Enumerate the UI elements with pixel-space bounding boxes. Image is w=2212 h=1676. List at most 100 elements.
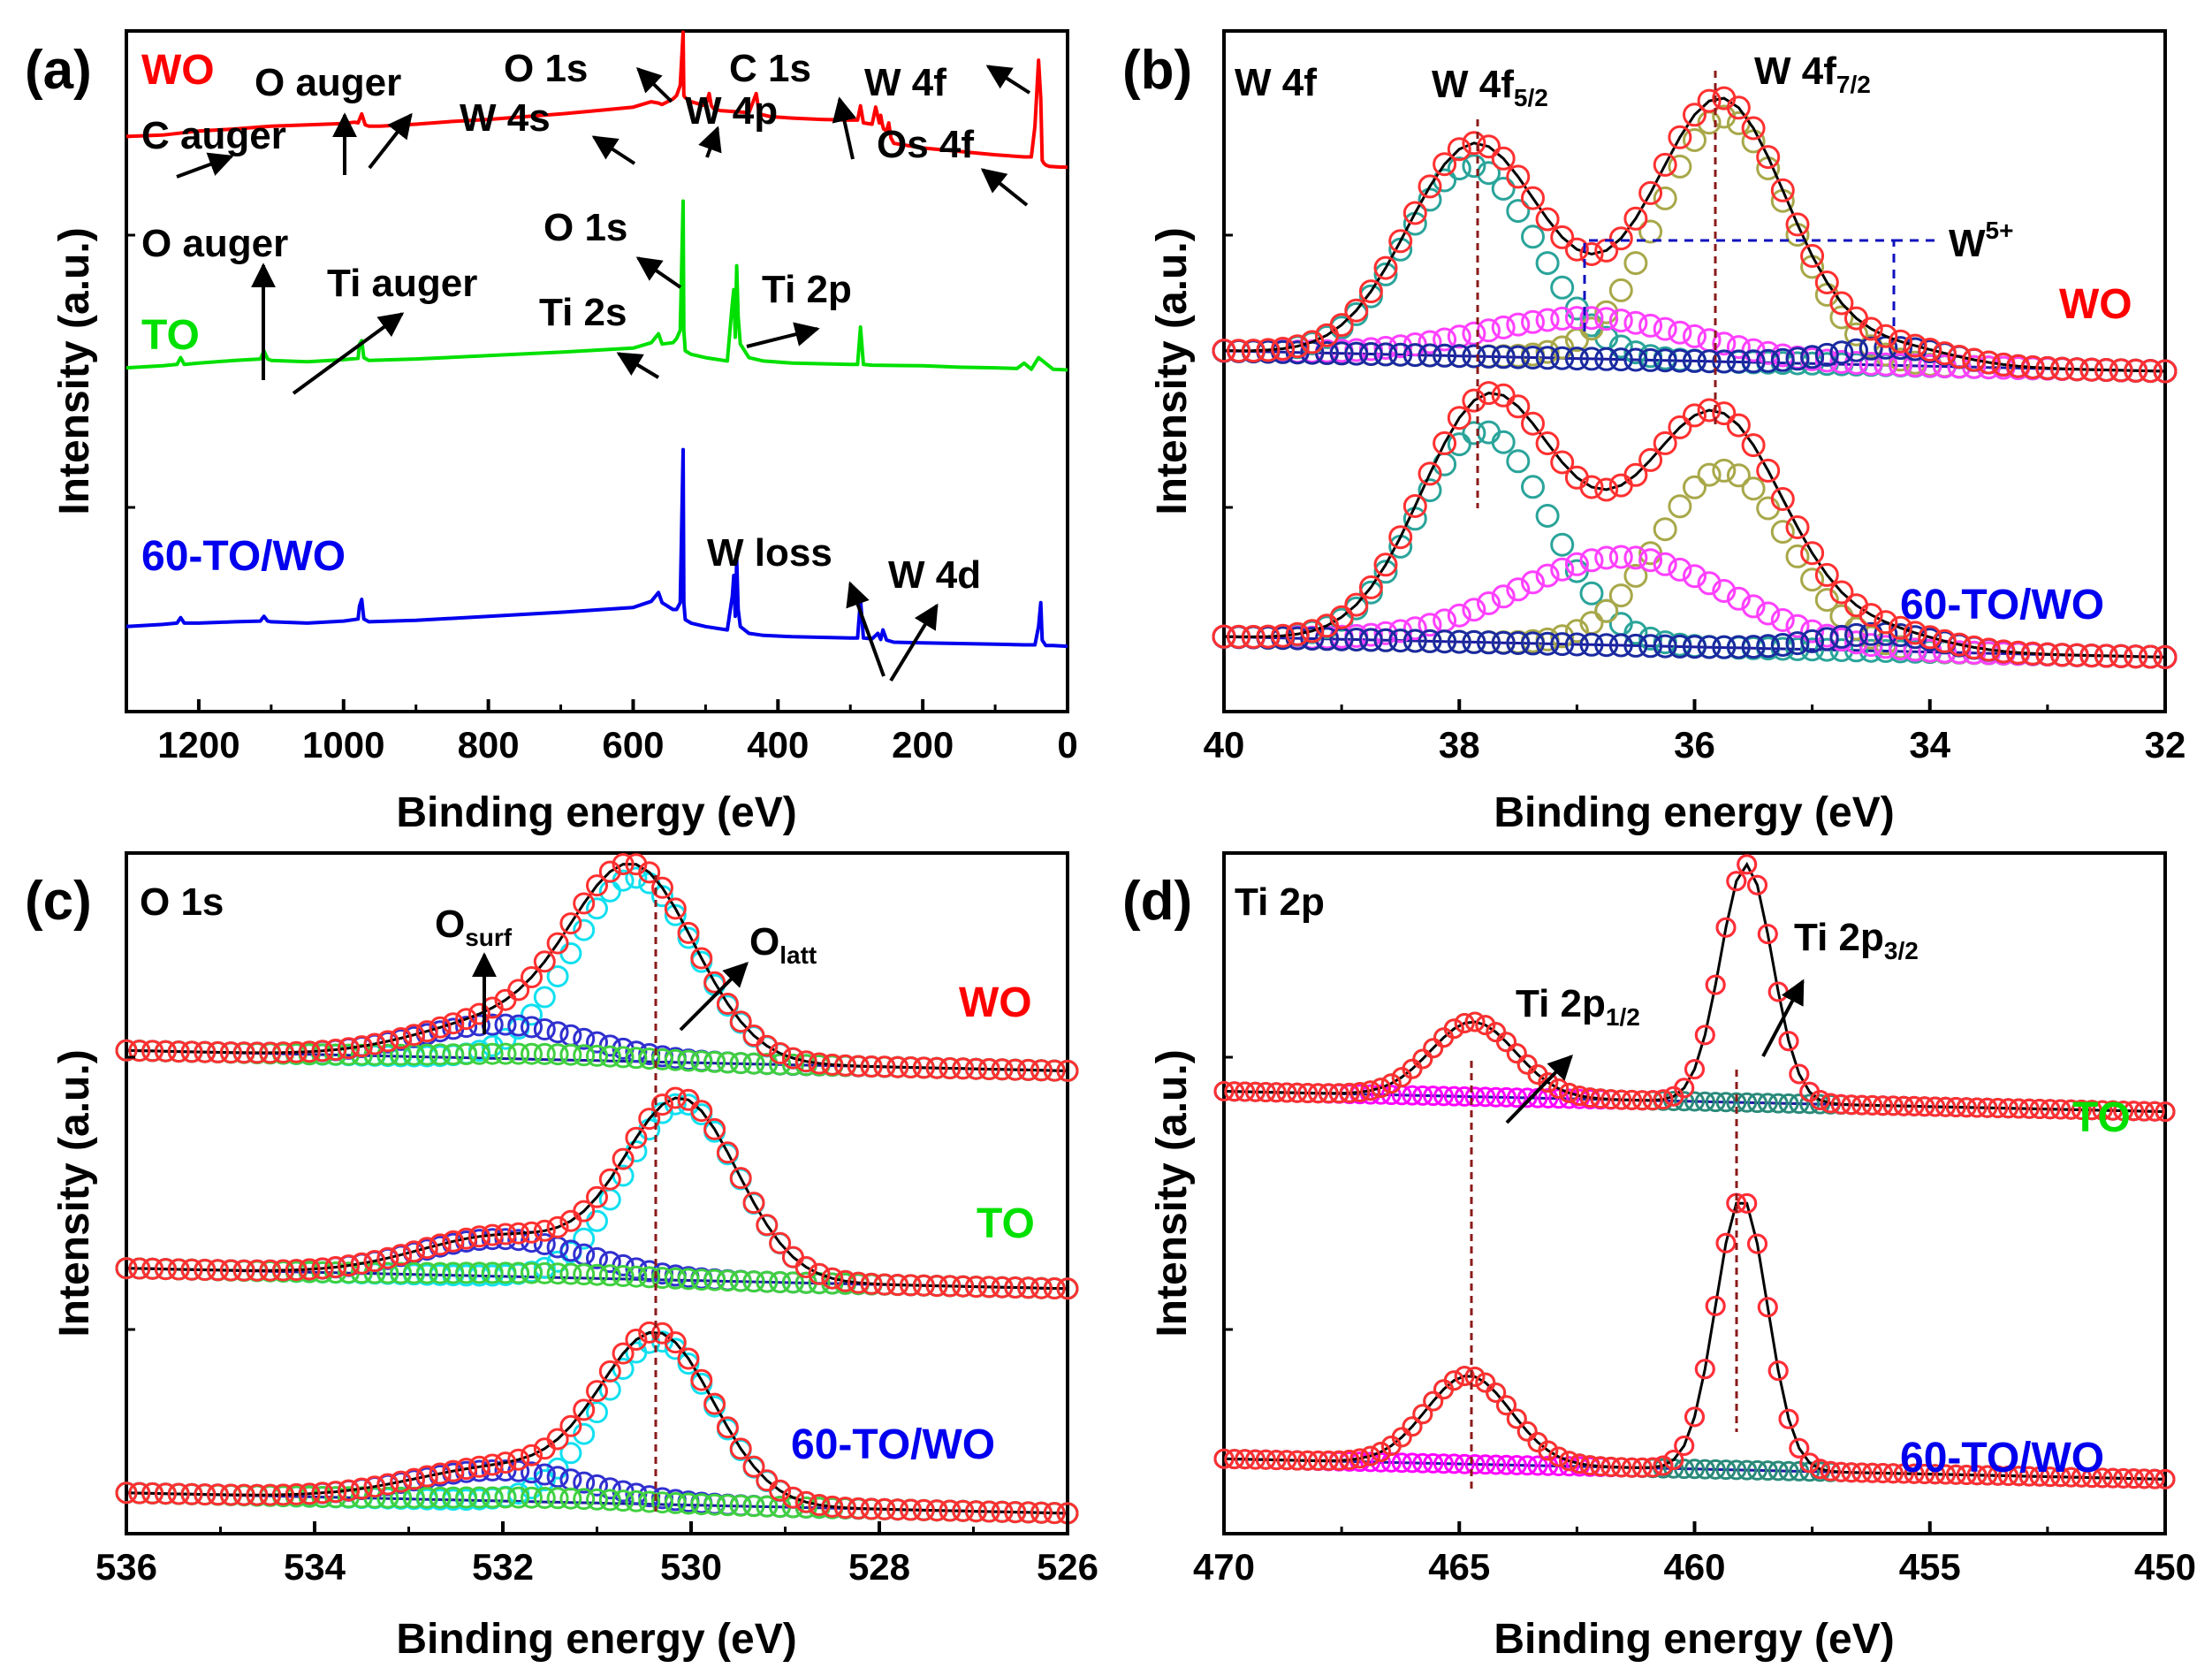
fit-point <box>507 1014 530 1037</box>
envelope-point <box>1859 603 1883 628</box>
fit-point <box>533 1463 556 1486</box>
fit-point <box>1373 342 1398 367</box>
fit-point <box>1388 342 1413 367</box>
envelope-point <box>886 1055 909 1078</box>
fit-point <box>586 1401 608 1424</box>
envelope-point <box>638 861 661 884</box>
envelope-point <box>1245 1081 1266 1102</box>
fit-point <box>1506 577 1531 602</box>
envelope-point <box>1043 1277 1066 1299</box>
envelope-point <box>1642 1090 1663 1111</box>
fit-point <box>1506 312 1531 337</box>
envelope-point <box>1756 145 1781 170</box>
envelope-point <box>546 932 569 955</box>
envelope-point <box>1757 1297 1778 1318</box>
envelope-point <box>324 1481 347 1504</box>
envelope-point <box>1683 103 1707 127</box>
sample-label-to: TO <box>141 312 200 359</box>
envelope-point <box>1800 541 1825 566</box>
fit-point <box>1623 347 1648 372</box>
envelope-point <box>390 1470 413 1493</box>
fit-point <box>376 1486 399 1509</box>
sample-label-60-to-wo: 60-TO/WO <box>791 1421 995 1468</box>
envelope-point <box>1918 625 1942 650</box>
arrow-ti-2s <box>616 352 660 379</box>
envelope-point <box>154 1258 177 1281</box>
arrow-os-4f <box>980 168 1029 207</box>
fit-point <box>1373 621 1398 645</box>
fit-point <box>638 1490 661 1513</box>
fit-point <box>1594 598 1619 623</box>
arrow-c-auger <box>176 152 234 179</box>
envelope-point <box>742 1455 765 1478</box>
fit-point <box>1712 458 1737 483</box>
envelope-point <box>1287 1450 1308 1471</box>
envelope-point <box>1653 1089 1674 1110</box>
fit-point <box>467 1014 490 1037</box>
envelope-point <box>1297 1450 1319 1471</box>
envelope-point <box>1726 95 1751 120</box>
fit-point <box>1579 347 1604 371</box>
envelope-point <box>1486 1383 1507 1403</box>
fit-point <box>612 1046 635 1069</box>
fit-point <box>1623 545 1648 570</box>
fit-point <box>756 1053 779 1076</box>
fit-point <box>1559 1088 1579 1109</box>
envelope-point <box>2109 644 2133 668</box>
fit-point <box>664 1048 687 1071</box>
fit-point <box>1889 623 1912 647</box>
envelope-point <box>1344 592 1369 617</box>
envelope-point <box>2081 1467 2102 1489</box>
fit-point <box>1623 633 1648 658</box>
envelope-point <box>1594 477 1619 502</box>
envelope-point <box>1339 1082 1360 1103</box>
envelope-point <box>1935 1096 1956 1117</box>
envelope-point <box>1862 1094 1883 1116</box>
fit-point <box>1491 430 1516 454</box>
envelope-point <box>481 1453 504 1476</box>
envelope-point <box>1212 624 1236 649</box>
fit-point <box>390 1486 413 1509</box>
envelope-point <box>638 1108 661 1131</box>
fit-point <box>1785 347 1810 371</box>
envelope-point <box>2124 644 2148 669</box>
fit-point <box>612 1489 635 1512</box>
fit-point <box>1380 1085 1402 1106</box>
fit-point <box>1521 631 1545 656</box>
x-tick-label: 1000 <box>302 724 384 766</box>
fit-point <box>533 1487 556 1509</box>
fit-point <box>1402 628 1427 653</box>
envelope-point <box>1550 225 1575 249</box>
fit-point <box>1889 336 1912 361</box>
anno-ti-2p32-main: Ti 2p <box>1794 916 1884 959</box>
envelope-point <box>1433 152 1457 177</box>
fit-point <box>533 1256 556 1279</box>
x-tick-label: 530 <box>660 1546 722 1588</box>
envelope-point <box>2050 1099 2071 1120</box>
x-tick-label: 450 <box>2134 1546 2196 1588</box>
fit-point <box>1859 638 1883 663</box>
envelope-point <box>625 1126 648 1149</box>
fit-point <box>546 1457 569 1480</box>
fit-point <box>1697 349 1722 374</box>
fit-point <box>1477 420 1501 445</box>
fit-point <box>1668 320 1692 345</box>
envelope-point <box>769 1231 792 1254</box>
envelope-point <box>1697 398 1722 423</box>
envelope-point <box>1991 352 2016 377</box>
envelope-point <box>977 1058 1000 1080</box>
fit-point <box>598 1251 621 1274</box>
fit-point <box>1550 306 1575 331</box>
series-layer <box>125 30 1068 649</box>
fit-point <box>703 1050 726 1073</box>
envelope-point <box>1235 1081 1256 1102</box>
fit-point <box>559 1043 582 1066</box>
fit-point <box>716 1269 739 1292</box>
fit-point <box>559 1442 582 1465</box>
fit-point <box>598 1489 621 1512</box>
fit-point <box>1653 552 1677 576</box>
envelope-point <box>703 1392 726 1415</box>
envelope-point <box>2138 644 2163 669</box>
envelope-point <box>2124 1101 2144 1122</box>
envelope-point <box>1388 525 1413 550</box>
